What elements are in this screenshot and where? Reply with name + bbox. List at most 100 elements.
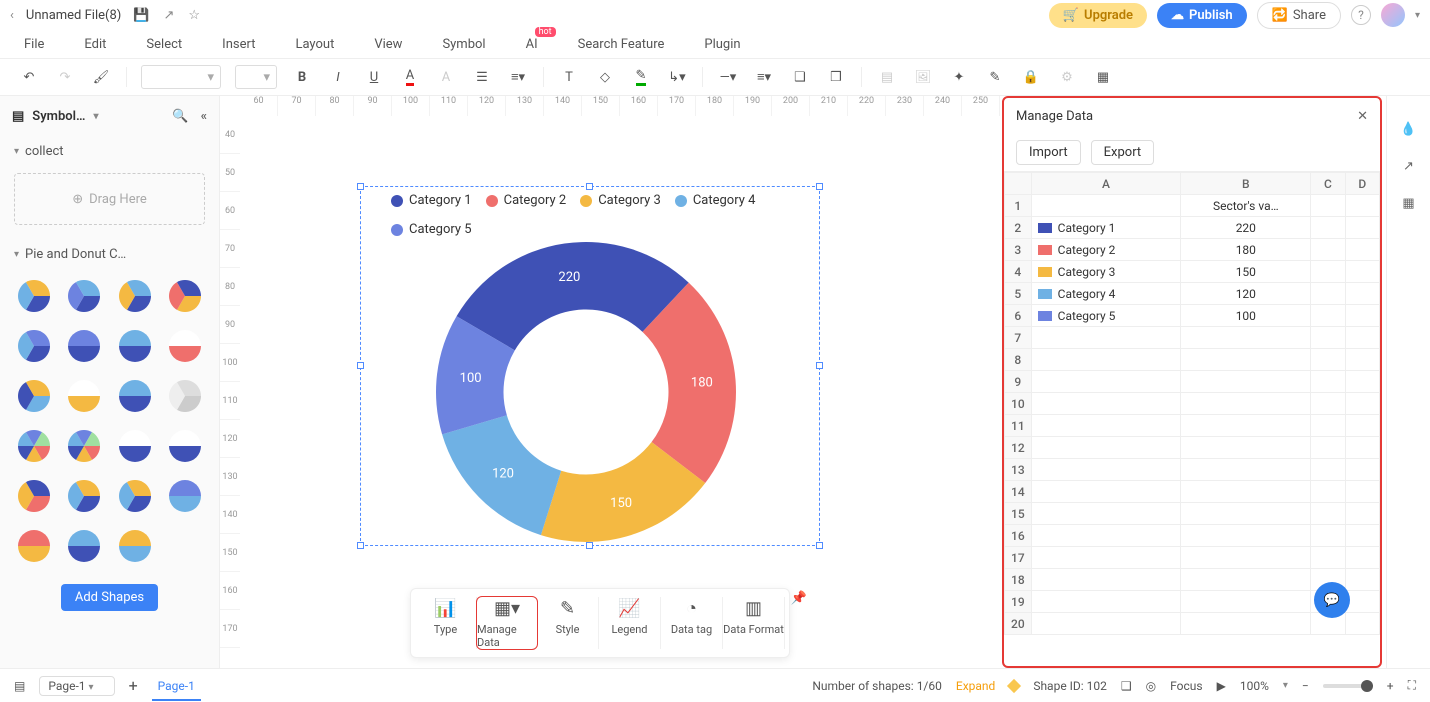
- cell[interactable]: [1311, 305, 1345, 327]
- cell[interactable]: [1345, 217, 1379, 239]
- table-icon[interactable]: ▦: [1092, 66, 1114, 88]
- cell[interactable]: [1345, 415, 1379, 437]
- col-header[interactable]: D: [1345, 173, 1379, 195]
- publish-button[interactable]: ☁Publish: [1157, 3, 1247, 28]
- cell[interactable]: [1345, 305, 1379, 327]
- zoom-out-icon[interactable]: −: [1302, 679, 1309, 693]
- expand-link[interactable]: Expand: [956, 679, 995, 693]
- chart-thumbnail[interactable]: [115, 376, 155, 416]
- chart-thumbnail[interactable]: [64, 326, 104, 366]
- row-number[interactable]: 18: [1005, 569, 1032, 591]
- cell[interactable]: [1311, 327, 1345, 349]
- row-number[interactable]: 20: [1005, 613, 1032, 635]
- cell[interactable]: [1031, 591, 1181, 613]
- row-number[interactable]: 14: [1005, 481, 1032, 503]
- line-color-icon[interactable]: ✎: [630, 66, 652, 88]
- arrange-front-icon[interactable]: ❑: [789, 66, 811, 88]
- save-icon[interactable]: 💾: [133, 8, 149, 23]
- row-number[interactable]: 7: [1005, 327, 1032, 349]
- menu-plugin[interactable]: Plugin: [704, 37, 740, 52]
- manage-data-button[interactable]: ▦▾Manage Data: [476, 596, 538, 650]
- share-button[interactable]: 🔁Share: [1257, 2, 1341, 29]
- menu-insert[interactable]: Insert: [222, 37, 255, 52]
- cell[interactable]: [1031, 481, 1181, 503]
- menu-ai[interactable]: AI: [526, 37, 538, 52]
- cell[interactable]: [1181, 525, 1311, 547]
- avatar-menu-icon[interactable]: ▾: [1415, 10, 1420, 21]
- cell[interactable]: Category 5: [1031, 305, 1181, 327]
- row-number[interactable]: 15: [1005, 503, 1032, 525]
- cell[interactable]: [1345, 525, 1379, 547]
- drop-zone[interactable]: ⊕Drag Here: [14, 173, 205, 225]
- layers-icon[interactable]: ❑: [1121, 679, 1132, 693]
- chart-thumbnail[interactable]: [115, 526, 155, 566]
- row-number[interactable]: 5: [1005, 283, 1032, 305]
- cell[interactable]: [1311, 525, 1345, 547]
- cell[interactable]: [1031, 525, 1181, 547]
- menu-symbol[interactable]: Symbol: [442, 37, 485, 52]
- chart-selection[interactable]: Category 1Category 2Category 3Category 4…: [360, 186, 820, 546]
- cell[interactable]: Category 1: [1031, 217, 1181, 239]
- cell[interactable]: [1345, 349, 1379, 371]
- row-number[interactable]: 16: [1005, 525, 1032, 547]
- resize-handle[interactable]: [357, 542, 364, 549]
- cell[interactable]: [1345, 239, 1379, 261]
- zoom-value[interactable]: 100%: [1240, 679, 1269, 693]
- menu-edit[interactable]: Edit: [84, 37, 106, 52]
- cell[interactable]: [1345, 195, 1379, 217]
- undo-icon[interactable]: ↶: [18, 66, 40, 88]
- chart-thumbnail[interactable]: [14, 326, 54, 366]
- line-weight-icon[interactable]: ≡▾: [753, 66, 775, 88]
- row-number[interactable]: 6: [1005, 305, 1032, 327]
- add-page-icon[interactable]: +: [129, 676, 138, 695]
- connector-icon[interactable]: ↳▾: [666, 66, 688, 88]
- cell[interactable]: [1181, 503, 1311, 525]
- cell[interactable]: Category 4: [1031, 283, 1181, 305]
- close-icon[interactable]: ✕: [1357, 109, 1368, 124]
- cell[interactable]: [1311, 261, 1345, 283]
- fullscreen-icon[interactable]: ⛶: [1408, 678, 1416, 693]
- image-icon[interactable]: 🖼: [912, 66, 934, 88]
- zoom-slider[interactable]: [1323, 684, 1373, 688]
- cell[interactable]: [1345, 371, 1379, 393]
- cell[interactable]: [1311, 547, 1345, 569]
- row-number[interactable]: 10: [1005, 393, 1032, 415]
- cell[interactable]: [1311, 503, 1345, 525]
- cell[interactable]: 180: [1181, 239, 1311, 261]
- chart-thumbnail[interactable]: [14, 476, 54, 516]
- chart-thumbnail[interactable]: [64, 476, 104, 516]
- align-v-icon[interactable]: ≡▾: [507, 66, 529, 88]
- cell[interactable]: [1311, 393, 1345, 415]
- cell[interactable]: [1311, 195, 1345, 217]
- chart-thumbnail[interactable]: [14, 376, 54, 416]
- cell[interactable]: [1345, 613, 1379, 635]
- cell[interactable]: 150: [1181, 261, 1311, 283]
- section-pie[interactable]: ▾Pie and Donut C…: [0, 239, 219, 270]
- effects-icon[interactable]: ✦: [948, 66, 970, 88]
- redo-icon[interactable]: ↷: [54, 66, 76, 88]
- cell[interactable]: [1031, 569, 1181, 591]
- cell[interactable]: [1345, 459, 1379, 481]
- chart-thumbnail[interactable]: [14, 276, 54, 316]
- cell[interactable]: [1031, 437, 1181, 459]
- cell[interactable]: [1311, 481, 1345, 503]
- cell[interactable]: [1311, 217, 1345, 239]
- cell[interactable]: 120: [1181, 283, 1311, 305]
- col-header[interactable]: C: [1311, 173, 1345, 195]
- cell[interactable]: [1031, 613, 1181, 635]
- star-icon[interactable]: ☆: [188, 8, 200, 23]
- cell[interactable]: [1031, 547, 1181, 569]
- cell[interactable]: [1031, 415, 1181, 437]
- font-family-select[interactable]: ▾: [141, 65, 221, 89]
- help-icon[interactable]: ?: [1351, 5, 1371, 25]
- grid-icon[interactable]: ▦: [1402, 196, 1414, 211]
- cell[interactable]: [1181, 393, 1311, 415]
- chart-type-button[interactable]: 📊Type: [415, 597, 477, 649]
- cell[interactable]: [1031, 349, 1181, 371]
- chart-legend-button[interactable]: 📈Legend: [599, 597, 661, 649]
- menu-view[interactable]: View: [374, 37, 402, 52]
- resize-handle[interactable]: [586, 183, 593, 190]
- cell[interactable]: [1031, 327, 1181, 349]
- bold-icon[interactable]: B: [291, 66, 313, 88]
- cell[interactable]: [1181, 591, 1311, 613]
